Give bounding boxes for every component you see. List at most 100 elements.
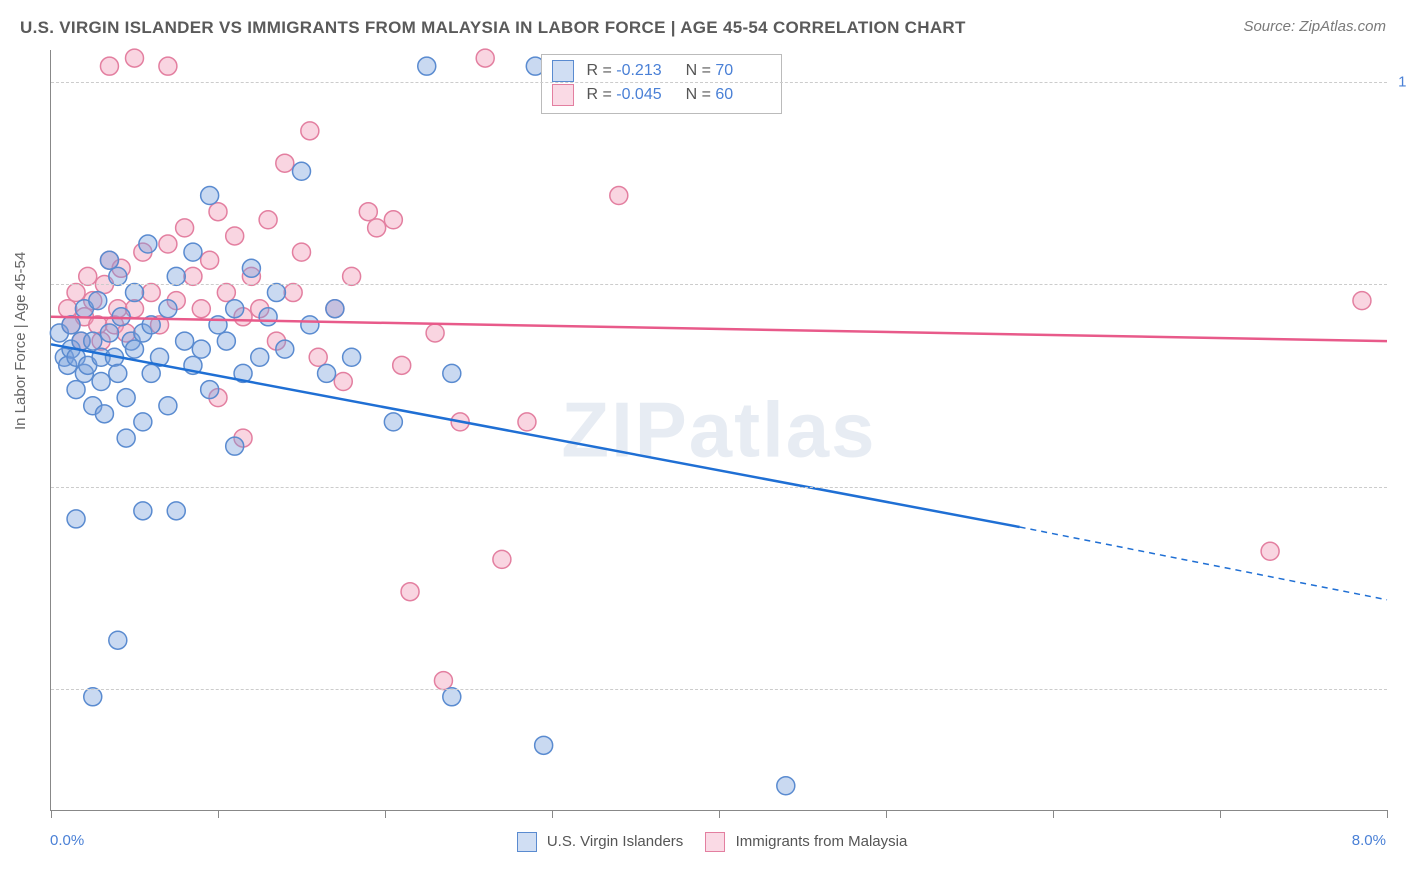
data-point <box>134 413 152 431</box>
x-tick <box>552 810 553 818</box>
data-point <box>359 203 377 221</box>
data-point <box>79 267 97 285</box>
x-tick <box>1053 810 1054 818</box>
x-tick <box>886 810 887 818</box>
swatch-malaysia-icon <box>552 84 574 106</box>
data-point <box>368 219 386 237</box>
data-point <box>276 340 294 358</box>
swatch-usvi-icon <box>517 832 537 852</box>
series-legend: U.S. Virgin Islanders Immigrants from Ma… <box>0 832 1406 852</box>
legend-row-usvi: R = -0.213 N = 70 <box>552 59 771 83</box>
data-point <box>59 300 77 318</box>
data-point <box>176 219 194 237</box>
data-point <box>167 502 185 520</box>
data-point <box>293 243 311 261</box>
gridline <box>51 82 1387 83</box>
data-point <box>89 292 107 310</box>
data-point <box>109 631 127 649</box>
data-point <box>334 372 352 390</box>
data-point <box>117 389 135 407</box>
data-point <box>284 284 302 302</box>
data-point <box>139 235 157 253</box>
data-point <box>217 284 235 302</box>
data-point <box>276 154 294 172</box>
x-tick <box>218 810 219 818</box>
data-point <box>226 227 244 245</box>
r-label: R = <box>586 86 611 103</box>
data-point <box>518 413 536 431</box>
data-point <box>62 316 80 334</box>
n-value-malaysia: 60 <box>715 83 771 107</box>
data-point <box>301 122 319 140</box>
series-label-malaysia: Immigrants from Malaysia <box>736 833 908 850</box>
data-point <box>176 332 194 350</box>
n-value-usvi: 70 <box>715 59 771 83</box>
data-point <box>92 372 110 390</box>
data-point <box>443 364 461 382</box>
data-point <box>67 381 85 399</box>
data-point <box>226 437 244 455</box>
r-label: R = <box>586 62 611 79</box>
data-point <box>476 49 494 67</box>
n-label: N = <box>686 86 711 103</box>
data-point <box>159 235 177 253</box>
correlation-legend: R = -0.213 N = 70 R = -0.045 N = 60 <box>541 54 782 114</box>
gridline <box>51 487 1387 488</box>
chart-title: U.S. VIRGIN ISLANDER VS IMMIGRANTS FROM … <box>20 18 966 38</box>
data-point <box>434 672 452 690</box>
data-point <box>192 340 210 358</box>
data-point <box>309 348 327 366</box>
data-point <box>167 267 185 285</box>
data-point <box>343 267 361 285</box>
data-point <box>126 49 144 67</box>
data-point <box>251 348 269 366</box>
r-value-malaysia: -0.045 <box>616 83 672 107</box>
data-point <box>95 405 113 423</box>
data-point <box>1261 542 1279 560</box>
data-point <box>159 397 177 415</box>
data-point <box>126 340 144 358</box>
r-value-usvi: -0.213 <box>616 59 672 83</box>
data-point <box>117 429 135 447</box>
series-label-usvi: U.S. Virgin Islanders <box>547 833 683 850</box>
data-point <box>535 736 553 754</box>
gridline <box>51 689 1387 690</box>
data-point <box>259 308 277 326</box>
data-point <box>401 583 419 601</box>
x-tick <box>51 810 52 818</box>
data-point <box>84 688 102 706</box>
x-tick <box>1220 810 1221 818</box>
data-point <box>84 332 102 350</box>
trend-line <box>51 344 1020 527</box>
data-point <box>267 284 285 302</box>
swatch-malaysia-icon <box>705 832 725 852</box>
swatch-usvi-icon <box>552 60 574 82</box>
data-point <box>159 57 177 75</box>
data-point <box>217 332 235 350</box>
data-point <box>493 550 511 568</box>
data-point <box>418 57 436 75</box>
data-point <box>100 57 118 75</box>
x-tick <box>719 810 720 818</box>
x-tick <box>385 810 386 818</box>
data-point <box>109 364 127 382</box>
data-point <box>109 267 127 285</box>
gridline <box>51 284 1387 285</box>
data-point <box>1353 292 1371 310</box>
plot-area: ZIPatlas R = -0.213 N = 70 R = -0.045 N … <box>50 50 1387 811</box>
data-point <box>443 688 461 706</box>
data-point <box>426 324 444 342</box>
scatter-svg <box>51 50 1387 810</box>
y-tick-label: 100.0% <box>1398 74 1406 91</box>
data-point <box>610 187 628 205</box>
data-point <box>67 510 85 528</box>
data-point <box>201 381 219 399</box>
data-point <box>209 203 227 221</box>
source-label: Source: ZipAtlas.com <box>1243 18 1386 35</box>
data-point <box>226 300 244 318</box>
y-axis-label: In Labor Force | Age 45-54 <box>12 252 29 430</box>
data-point <box>777 777 795 795</box>
data-point <box>343 348 361 366</box>
data-point <box>318 364 336 382</box>
n-label: N = <box>686 62 711 79</box>
